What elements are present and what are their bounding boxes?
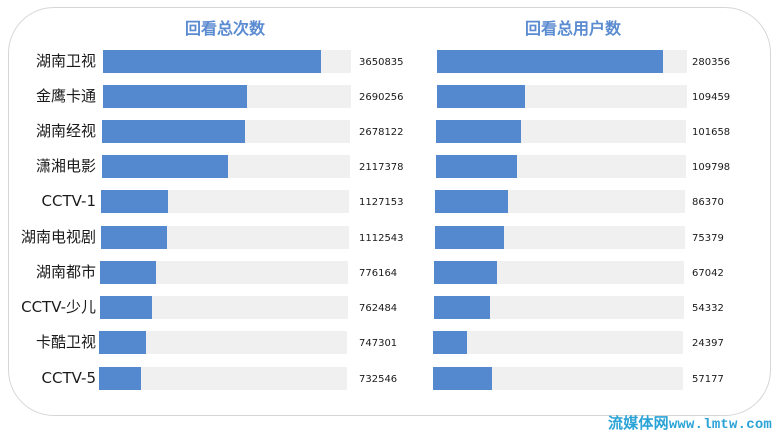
left-chart-title: 回看总次数	[184, 19, 265, 38]
right-value-label: 101658	[692, 127, 731, 138]
right-value-label: 109459	[692, 92, 731, 103]
right-value-label: 24397	[692, 338, 724, 349]
category-label: CCTV-1	[41, 192, 96, 210]
right-bar-track	[433, 367, 683, 390]
category-label: 湖南卫视	[35, 52, 96, 70]
right-bar	[435, 190, 508, 213]
watermark-cn: 流媒体网	[608, 414, 669, 432]
left-bar-track	[100, 261, 348, 284]
category-label: 潇湘电影	[35, 157, 96, 175]
left-bar-track	[101, 226, 349, 249]
right-value-label: 54332	[692, 303, 724, 314]
left-value-label: 1112543	[359, 233, 404, 244]
left-value-label: 747301	[359, 338, 398, 349]
watermark: 流媒体网www.lmtw.com	[608, 412, 772, 433]
left-bar	[103, 50, 322, 73]
right-bar	[437, 85, 525, 108]
right-value-label: 57177	[692, 374, 724, 385]
right-bar	[436, 155, 518, 178]
left-bar	[99, 367, 142, 390]
right-bar-track	[437, 50, 687, 73]
right-bar-track	[433, 331, 683, 354]
category-label: 湖南经视	[35, 122, 96, 140]
left-bar-track	[99, 331, 347, 354]
right-bar-track	[435, 226, 685, 249]
category-label: 湖南都市	[35, 263, 96, 281]
right-bar-track	[436, 155, 686, 178]
category-label: CCTV-5	[41, 369, 96, 387]
left-bar	[99, 331, 147, 354]
right-chart-title: 回看总用户数	[524, 19, 621, 38]
left-bar	[102, 120, 245, 143]
right-value-label: 109798	[692, 162, 731, 173]
left-bar-track	[103, 50, 351, 73]
right-bar-track	[436, 120, 686, 143]
category-label: CCTV-少儿	[21, 298, 96, 316]
right-bar	[435, 226, 504, 249]
right-bar	[436, 120, 521, 143]
left-bar	[100, 296, 153, 319]
left-bar-track	[100, 296, 348, 319]
left-bar	[100, 261, 156, 284]
left-value-label: 762484	[359, 303, 398, 314]
left-bar-track	[101, 190, 349, 213]
right-value-label: 86370	[692, 197, 724, 208]
left-bar	[101, 190, 168, 213]
right-bar-track	[435, 190, 685, 213]
watermark-url: www.lmtw.com	[668, 417, 773, 433]
left-bar-track	[103, 85, 351, 108]
right-bar	[433, 367, 492, 390]
right-bar	[434, 261, 497, 284]
left-bar-track	[102, 155, 350, 178]
left-value-label: 776164	[359, 268, 398, 279]
left-value-label: 2678122	[359, 127, 404, 138]
right-value-label: 280356	[692, 57, 731, 68]
right-bar	[437, 50, 664, 73]
left-bar	[103, 85, 247, 108]
category-label: 卡酷卫视	[35, 333, 96, 351]
right-value-label: 67042	[692, 268, 724, 279]
right-bar	[433, 331, 467, 354]
right-bar-track	[437, 85, 687, 108]
left-value-label: 3650835	[359, 57, 404, 68]
right-value-label: 75379	[692, 233, 724, 244]
left-bar-track	[102, 120, 350, 143]
category-label: 金鹰卡通	[35, 87, 96, 105]
right-bar-track	[434, 296, 684, 319]
left-value-label: 1127153	[359, 197, 404, 208]
category-label: 湖南电视剧	[20, 228, 96, 246]
right-bar	[434, 296, 491, 319]
left-bar	[102, 155, 229, 178]
left-value-label: 2690256	[359, 92, 404, 103]
right-bar-track	[434, 261, 684, 284]
left-bar-track	[99, 367, 347, 390]
left-value-label: 2117378	[359, 162, 404, 173]
left-bar	[101, 226, 167, 249]
left-value-label: 732546	[359, 374, 398, 385]
